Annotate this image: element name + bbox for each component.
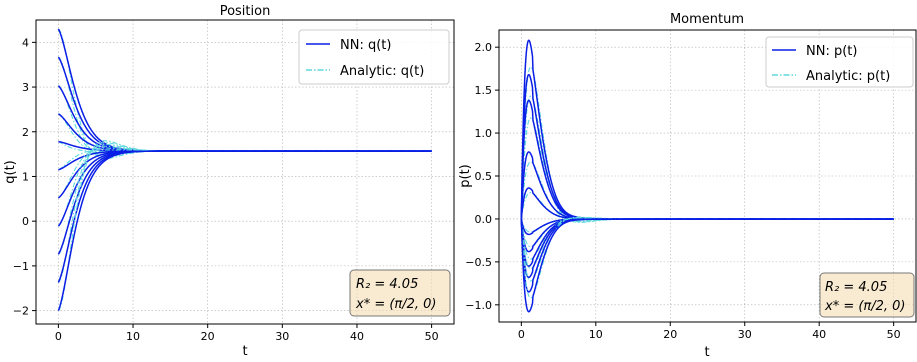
momentum-annotation-r2: R₂ = 4.05 <box>825 280 887 295</box>
position-legend: NN: q(t) Analytic: q(t) <box>298 29 450 85</box>
momentum-axes-frame <box>498 29 917 323</box>
momentum-ytick-label: 1.0 <box>475 127 493 140</box>
position-ytick-label: 3 <box>22 81 29 94</box>
momentum-analytic-series <box>520 216 894 282</box>
momentum-xlabel: t <box>704 345 709 360</box>
momentum-analytic-series <box>520 161 894 221</box>
momentum-nn-series <box>520 218 894 279</box>
momentum-xtick-label: 10 <box>589 328 603 341</box>
position-analytic-series <box>58 142 432 283</box>
momentum-nn-series <box>520 218 894 313</box>
momentum-nn-series <box>520 218 894 253</box>
momentum-ylabel: p(t) <box>458 164 473 188</box>
position-title: Position <box>220 4 271 19</box>
momentum-ytick-label: −1.0 <box>465 299 492 312</box>
momentum-analytic-series <box>520 192 894 221</box>
momentum-analytic-series <box>520 217 894 248</box>
position-analytic-series <box>58 147 432 199</box>
position-ytick-label: 1 <box>22 170 29 183</box>
position-ytick-label: 2 <box>22 126 29 139</box>
momentum-nn-series <box>520 73 894 220</box>
momentum-annotation: R₂ = 4.05 x* = (π/2, 0) <box>819 272 915 318</box>
position-annotation-xstar: x* = (π/2, 0) <box>355 297 437 312</box>
momentum-nn-series <box>520 218 894 267</box>
momentum-analytic-series <box>520 217 894 260</box>
momentum-ticks: 0 10 20 30 40 50 −1.0 −0.5 0.0 0.5 1.0 1.5 2.0 <box>465 41 900 341</box>
position-axes-frame <box>35 19 455 325</box>
position-nn-series <box>57 150 432 311</box>
position-xtick-label: 30 <box>275 330 289 343</box>
position-xtick-label: 40 <box>350 330 364 343</box>
position-xtick-label: 20 <box>201 330 215 343</box>
momentum-nn-series <box>520 99 894 220</box>
position-annotation: R₂ = 4.05 x* = (π/2, 0) <box>349 269 451 317</box>
position-ytick-label: 4 <box>22 36 29 49</box>
momentum-analytic-series <box>520 217 894 270</box>
position-analytic-series <box>58 145 432 227</box>
position-panel: Position 0 10 20 30 40 50 −2 −1 0 1 2 3 4 t q(t) NN:… <box>3 4 455 359</box>
position-analytic-series <box>58 140 432 312</box>
momentum-xtick-label: 20 <box>663 328 677 341</box>
position-xtick-label: 50 <box>425 330 439 343</box>
position-xtick-label: 10 <box>126 330 140 343</box>
position-annotation-r2: R₂ = 4.05 <box>356 277 418 292</box>
momentum-ytick-label: 2.0 <box>475 41 493 54</box>
position-ytick-label: −1 <box>13 260 29 273</box>
position-ytick-label: 0 <box>22 215 29 228</box>
position-xtick-label: 0 <box>55 330 62 343</box>
momentum-annotation-xstar: x* = (π/2, 0) <box>824 299 906 314</box>
position-ytick-label: −2 <box>13 305 29 318</box>
momentum-analytic-series <box>520 117 894 222</box>
momentum-legend-box <box>765 36 914 88</box>
momentum-ytick-label: 0.0 <box>475 213 493 226</box>
momentum-series <box>520 39 894 313</box>
momentum-panel: Momentum 0 10 20 30 40 50 −1.0 −0.5 0.0 0.5 1.0 1.5… <box>458 12 917 360</box>
position-analytic-series <box>58 143 432 255</box>
momentum-ytick-label: 0.5 <box>475 170 493 183</box>
position-annotation-box <box>349 269 451 317</box>
position-nn-series <box>57 150 432 227</box>
momentum-analytic-series <box>520 95 894 223</box>
momentum-title: Momentum <box>670 12 744 27</box>
position-legend-box <box>298 29 450 85</box>
position-ticks: 0 10 20 30 40 50 −2 −1 0 1 2 3 4 <box>13 36 439 343</box>
position-ylabel: q(t) <box>3 160 18 184</box>
momentum-nn-series <box>520 187 894 220</box>
position-legend-nn-label: NN: q(t) <box>340 38 391 53</box>
momentum-xtick-label: 30 <box>738 328 752 341</box>
momentum-ytick-label: 1.5 <box>475 84 493 97</box>
position-nn-series <box>57 150 432 255</box>
momentum-legend-nn-label: NN: p(t) <box>806 44 857 59</box>
momentum-annotation-box <box>819 272 915 318</box>
momentum-xtick-label: 40 <box>812 328 826 341</box>
position-legend-analytic-label: Analytic: q(t) <box>340 64 424 79</box>
position-analytic-series <box>58 149 432 171</box>
position-nn-series <box>57 150 432 199</box>
momentum-nn-series <box>520 151 894 220</box>
momentum-legend-analytic-label: Analytic: p(t) <box>806 69 890 84</box>
momentum-xtick-label: 50 <box>887 328 901 341</box>
position-nn-series <box>57 85 432 152</box>
position-xlabel: t <box>242 344 247 359</box>
position-series <box>57 28 432 312</box>
momentum-ytick-label: −0.5 <box>465 256 492 269</box>
momentum-legend: NN: p(t) Analytic: p(t) <box>765 36 914 88</box>
momentum-xtick-label: 0 <box>518 328 525 341</box>
position-nn-series <box>57 150 432 283</box>
